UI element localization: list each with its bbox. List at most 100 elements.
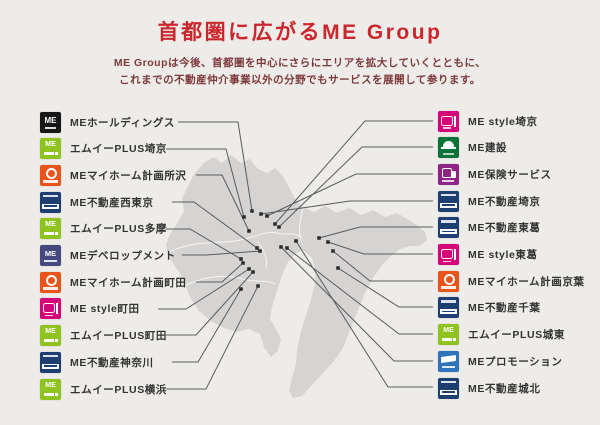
plus-logo-icon: ME bbox=[40, 378, 61, 400]
location-dot bbox=[239, 257, 243, 261]
development-logo-part bbox=[44, 260, 57, 262]
myhome-logo-icon bbox=[40, 271, 61, 293]
location-dot bbox=[256, 284, 260, 288]
style-logo-part bbox=[443, 260, 451, 262]
fudosan-logo-icon bbox=[438, 377, 459, 399]
company-row: ME不動産西東京 bbox=[40, 190, 154, 214]
company-label: MEマイホーム計画所沢 bbox=[70, 169, 187, 182]
plus-logo-part bbox=[442, 338, 452, 342]
connector-line bbox=[260, 200, 433, 215]
fudosan-logo-icon bbox=[40, 191, 61, 213]
plus-logo-part bbox=[55, 392, 58, 396]
style-logo-part bbox=[453, 249, 456, 260]
company-label: ME建設 bbox=[468, 142, 508, 155]
connector-line bbox=[286, 247, 433, 335]
plus-logo-icon: ME bbox=[438, 324, 459, 346]
subtitle-line-2: これまでの不動産仲介事業以外の分野でもサービスを展開して参ります。 bbox=[119, 74, 481, 87]
connector-line bbox=[182, 250, 261, 256]
company-label: ME不動産東葛 bbox=[468, 222, 541, 235]
location-dot bbox=[241, 261, 245, 265]
company-label: ME不動産西東京 bbox=[70, 196, 154, 209]
plus-logo-icon: ME bbox=[40, 138, 61, 160]
connector-line bbox=[318, 226, 433, 239]
kanto-map-silhouette bbox=[166, 155, 427, 398]
fudosan-logo-part bbox=[442, 230, 455, 233]
style-logo-part bbox=[43, 303, 55, 314]
plus-logo-part: ME bbox=[45, 221, 56, 229]
myhome-logo-part bbox=[441, 286, 456, 289]
fudosan-logo-part bbox=[442, 310, 455, 313]
company-label: エムイーPLUS埼京 bbox=[70, 143, 168, 156]
company-label: エムイーPLUS城東 bbox=[468, 329, 566, 342]
promotion-logo-icon bbox=[438, 350, 459, 372]
company-row: ME エムイーPLUS埼京 bbox=[40, 137, 167, 161]
subtitle-line-1: ME Groupは今後、首都圏を中心にさらにエリアを拡大していくとともに、 bbox=[113, 57, 487, 69]
fudosan-logo-part bbox=[43, 194, 58, 198]
connector-line bbox=[266, 173, 433, 217]
location-dot bbox=[294, 239, 298, 243]
company-row: ME style埼京 bbox=[438, 109, 538, 133]
connector-line bbox=[166, 148, 245, 218]
myhome-logo-icon bbox=[438, 270, 459, 292]
company-row: MEプロモーション bbox=[438, 349, 562, 373]
connector-line bbox=[332, 250, 433, 282]
company-label: ME不動産千葉 bbox=[468, 302, 541, 315]
company-row: ME MEホールディングス bbox=[40, 110, 175, 134]
connector-line bbox=[278, 146, 433, 228]
location-dot bbox=[285, 246, 289, 250]
location-dot bbox=[273, 222, 277, 226]
company-label: ME不動産城北 bbox=[468, 382, 541, 395]
promotion-logo-part bbox=[442, 365, 455, 368]
location-dot bbox=[279, 245, 283, 249]
hoken-logo-part bbox=[451, 170, 456, 178]
plus-logo-part bbox=[55, 339, 58, 343]
company-row: ME不動産埼京 bbox=[438, 189, 540, 213]
fudosan-logo-part bbox=[441, 380, 456, 383]
connector-line bbox=[196, 174, 250, 232]
company-label: ME style埼京 bbox=[468, 115, 538, 128]
fudosan-logo-part bbox=[442, 391, 455, 393]
fudosan-logo-part bbox=[442, 204, 455, 206]
header: 首都圏に広がるME Group ME Groupは今後、首都圏を中心にさらにエリ… bbox=[0, 0, 600, 90]
location-dot bbox=[259, 212, 263, 216]
fudosan-logo-icon bbox=[40, 351, 61, 373]
company-label: エムイーPLUS横浜 bbox=[70, 383, 168, 396]
location-dot bbox=[247, 229, 251, 233]
style-logo-part bbox=[453, 115, 456, 127]
connector-lines bbox=[158, 120, 433, 390]
company-row: MEマイホーム計画町田 bbox=[40, 270, 187, 294]
plus-logo-part bbox=[44, 339, 54, 343]
company-label: ME不動産埼京 bbox=[468, 195, 541, 208]
holdings-logo-part: ME bbox=[44, 115, 57, 125]
connector-line bbox=[337, 267, 433, 308]
kensetsu-logo-part bbox=[443, 153, 454, 156]
connector-line bbox=[178, 121, 253, 212]
kensetsu-logo-part bbox=[443, 141, 454, 148]
style-logo-icon bbox=[438, 244, 459, 265]
fudosan-logo-part bbox=[441, 300, 456, 303]
company-row: ME不動産城北 bbox=[438, 376, 540, 400]
company-label: エムイーPLUS多摩 bbox=[70, 223, 168, 236]
style-logo-part bbox=[55, 303, 58, 315]
location-dot bbox=[258, 249, 262, 253]
company-row: ME エムイーPLUS町田 bbox=[40, 324, 167, 348]
fudosan-logo-part bbox=[44, 205, 57, 207]
myhome-logo-icon bbox=[40, 164, 61, 186]
company-label: ME不動産神奈川 bbox=[70, 356, 154, 369]
plus-logo-part: ME bbox=[45, 381, 56, 389]
company-row: ME不動産東葛 bbox=[438, 216, 540, 240]
location-dot bbox=[277, 225, 281, 229]
location-dot bbox=[239, 287, 243, 291]
prefecture-borders bbox=[168, 207, 304, 287]
company-label: ME保険サービス bbox=[468, 168, 552, 181]
kensetsu-logo-icon bbox=[438, 137, 459, 159]
location-dot bbox=[251, 270, 255, 274]
plus-logo-part: ME bbox=[45, 141, 56, 149]
page-subtitle: ME Groupは今後、首都圏を中心にさらにエリアを拡大していくとともに、 これ… bbox=[0, 55, 600, 90]
company-row: ME エムイーPLUS横浜 bbox=[40, 377, 167, 401]
location-dot bbox=[242, 215, 246, 219]
myhome-logo-part bbox=[43, 287, 58, 290]
page-title: 首都圏に広がるME Group bbox=[157, 21, 443, 44]
plus-logo-part bbox=[55, 152, 58, 156]
